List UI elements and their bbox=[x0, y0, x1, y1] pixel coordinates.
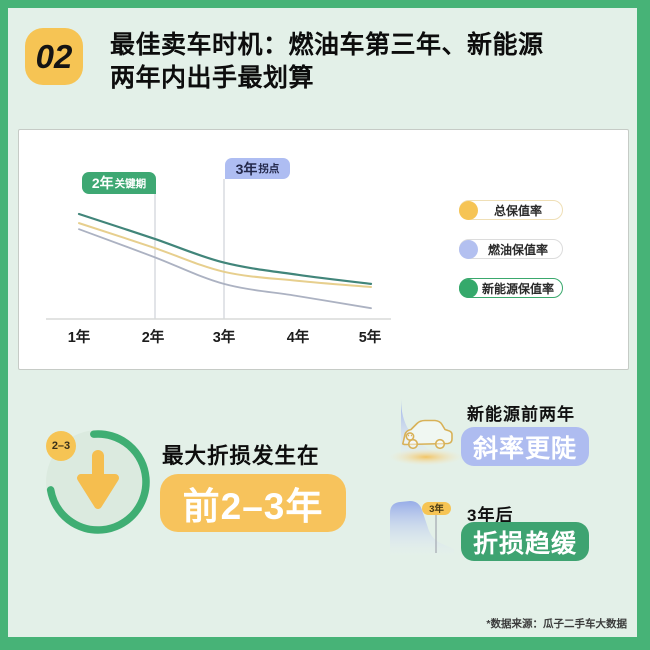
highlight-heading: 最大折损发生在 bbox=[162, 444, 320, 468]
insight-ev-title: 新能源前两年 bbox=[467, 405, 575, 424]
depreciation-chart-card: 1年 2年 3年 4年 5年 2年 关键期 3年 拐点 总保值率 燃油保值率 新… bbox=[18, 129, 629, 370]
flag-2yr-small-label: 关键期 bbox=[114, 177, 147, 190]
annotation-flag-2yr: 2年 关键期 bbox=[82, 172, 156, 194]
legend-item-total: 总保值率 bbox=[459, 200, 563, 220]
curve-ev-retention bbox=[77, 212, 373, 285]
legend-label-total: 总保值率 bbox=[493, 203, 542, 218]
legend-item-fuel: 燃油保值率 bbox=[459, 239, 563, 259]
steep-slope-car-icon bbox=[389, 398, 463, 466]
flag-3yr-small-label: 拐点 bbox=[258, 163, 280, 175]
x-tick-3: 3年 bbox=[212, 330, 236, 346]
annotation-flag-3yr: 3年 拐点 bbox=[225, 158, 290, 179]
highlight-value-pill: 前2–3年 bbox=[160, 474, 346, 532]
flag-3yr-big-label: 3年 bbox=[235, 160, 258, 177]
x-tick-1: 1年 bbox=[67, 330, 91, 346]
legend-swatch-total bbox=[459, 200, 478, 220]
insight-ev-pill: 斜率更陡 bbox=[461, 427, 589, 466]
line-chart bbox=[46, 179, 391, 320]
legend-label-ev: 新能源保值率 bbox=[481, 281, 554, 296]
legend-swatch-fuel bbox=[459, 239, 478, 259]
range-badge: 2–3 bbox=[46, 431, 76, 461]
legend-swatch-ev bbox=[459, 278, 478, 298]
x-tick-2: 2年 bbox=[141, 330, 165, 346]
flag-2yr-big-label: 2年 bbox=[91, 175, 114, 191]
page-title-line1: 最佳卖车时机：燃油车第三年、新能源 bbox=[110, 31, 544, 59]
page-title-line2: 两年内出手最划算 bbox=[110, 64, 315, 92]
curve-fuel-retention bbox=[78, 228, 372, 310]
section-number-badge: 02 bbox=[25, 28, 83, 85]
insight-3yr-title: 3年后 bbox=[467, 506, 514, 525]
legend-item-ev: 新能源保值率 bbox=[459, 278, 563, 298]
curve-total-retention bbox=[78, 222, 372, 288]
insight-3yr-pill: 折损趋缓 bbox=[461, 522, 589, 561]
page-title: 最佳卖车时机：燃油车第三年、新能源 两年内出手最划算 bbox=[110, 29, 615, 95]
mini-flag-label: 3年 bbox=[429, 503, 444, 515]
x-tick-5: 5年 bbox=[358, 330, 382, 346]
legend-label-fuel: 燃油保值率 bbox=[487, 242, 548, 257]
data-source-footnote: *数据来源：瓜子二手车大数据 bbox=[486, 618, 627, 630]
x-tick-4: 4年 bbox=[286, 330, 310, 346]
easing-curve-flag-icon: 3年 bbox=[390, 501, 454, 555]
